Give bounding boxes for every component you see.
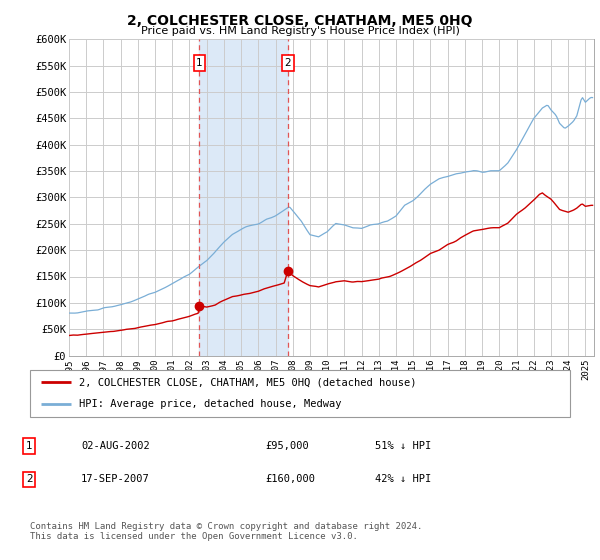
Text: 51% ↓ HPI: 51% ↓ HPI xyxy=(375,441,431,451)
Text: 42% ↓ HPI: 42% ↓ HPI xyxy=(375,474,431,484)
Text: 2, COLCHESTER CLOSE, CHATHAM, ME5 0HQ: 2, COLCHESTER CLOSE, CHATHAM, ME5 0HQ xyxy=(127,14,473,28)
Text: £160,000: £160,000 xyxy=(265,474,316,484)
Text: £95,000: £95,000 xyxy=(265,441,309,451)
Text: 2: 2 xyxy=(284,58,291,68)
Text: 2, COLCHESTER CLOSE, CHATHAM, ME5 0HQ (detached house): 2, COLCHESTER CLOSE, CHATHAM, ME5 0HQ (d… xyxy=(79,377,416,388)
Text: Price paid vs. HM Land Registry's House Price Index (HPI): Price paid vs. HM Land Registry's House … xyxy=(140,26,460,36)
Text: 2: 2 xyxy=(26,474,32,484)
Text: 1: 1 xyxy=(26,441,32,451)
Text: HPI: Average price, detached house, Medway: HPI: Average price, detached house, Medw… xyxy=(79,399,341,409)
Text: 1: 1 xyxy=(196,58,203,68)
Text: 02-AUG-2002: 02-AUG-2002 xyxy=(81,441,150,451)
Bar xyxy=(199,39,288,356)
Text: 17-SEP-2007: 17-SEP-2007 xyxy=(81,474,150,484)
Text: Contains HM Land Registry data © Crown copyright and database right 2024.
This d: Contains HM Land Registry data © Crown c… xyxy=(30,522,422,542)
